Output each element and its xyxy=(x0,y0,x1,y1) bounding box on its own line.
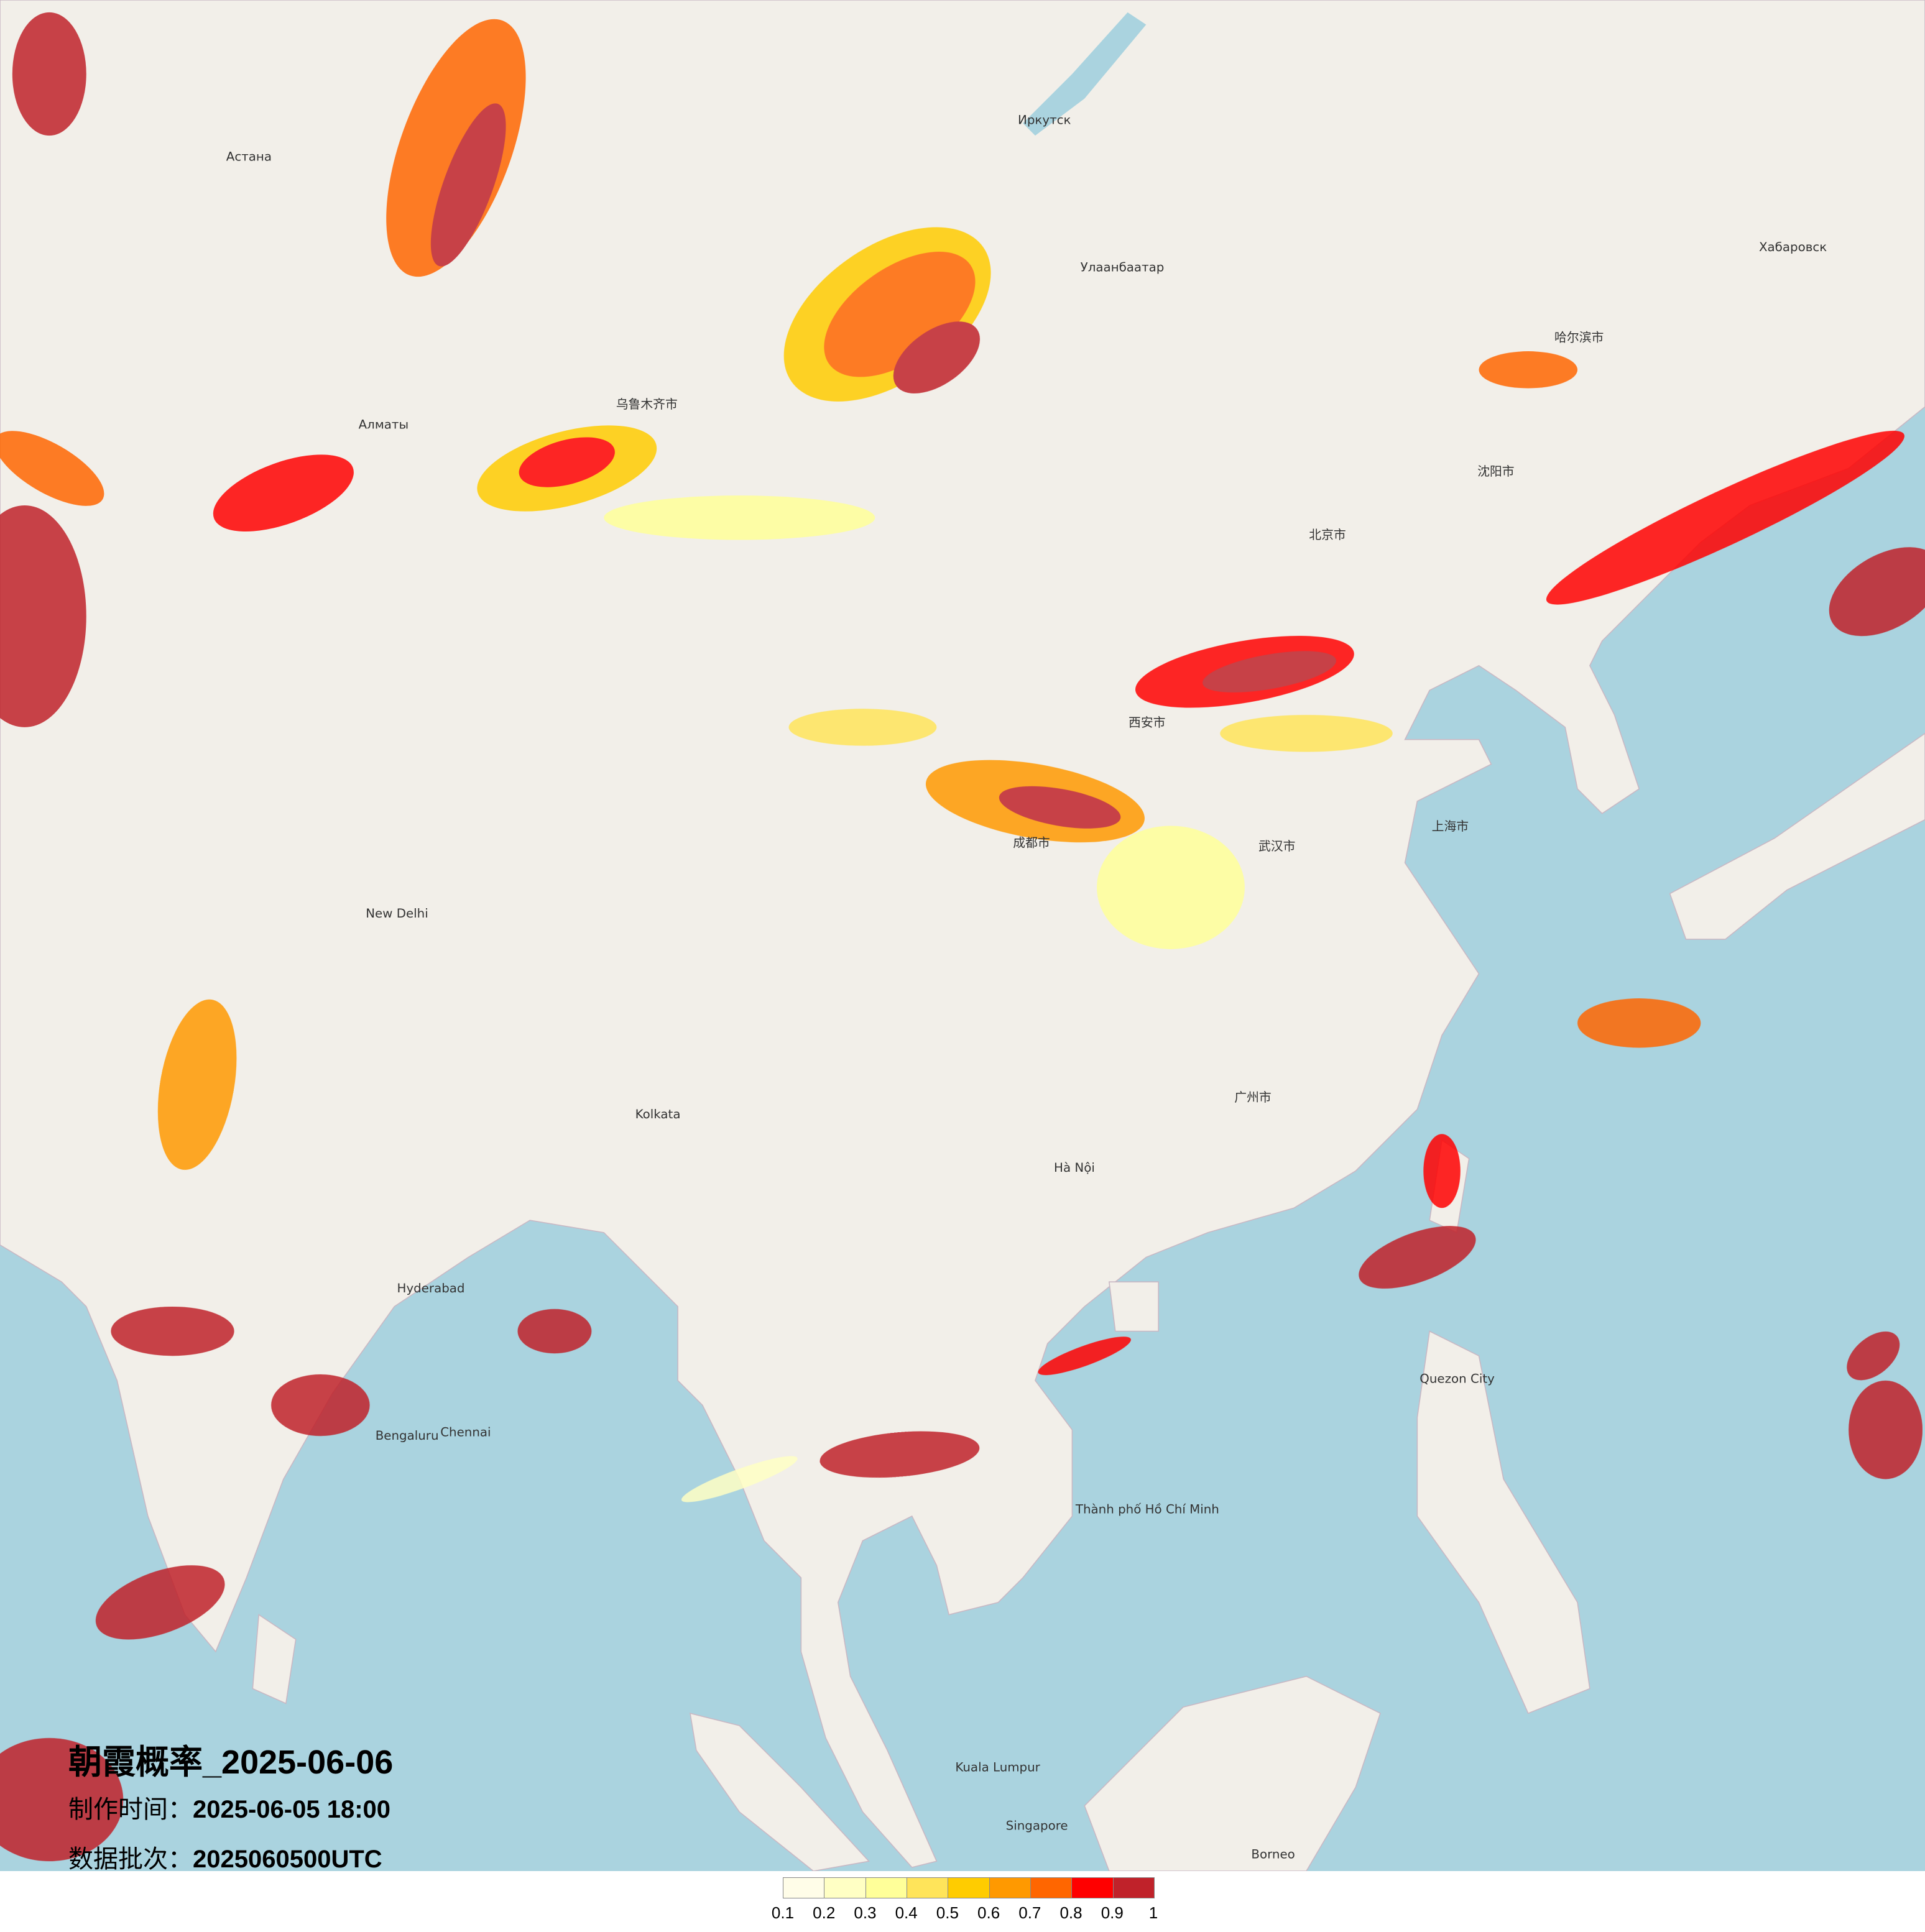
place-label: Borneo xyxy=(1251,1847,1295,1861)
probability-region xyxy=(517,1309,592,1354)
probability-region xyxy=(1203,651,1337,692)
probability-region xyxy=(12,12,86,136)
place-label: Thành phố Hồ Chí Minh xyxy=(1075,1502,1219,1517)
probability-region xyxy=(111,1306,234,1356)
legend-label: 0.5 xyxy=(936,1903,959,1922)
legend-labels: 0.1 0.2 0.3 0.4 0.5 0.6 0.7 0.8 0.9 1 xyxy=(771,1903,1169,1928)
place-label: Singapore xyxy=(1006,1819,1068,1833)
philippines xyxy=(1416,1330,1590,1714)
legend-label: 0.6 xyxy=(977,1903,1000,1922)
probability-region xyxy=(1849,1380,1923,1479)
legend-label: 0.7 xyxy=(1018,1903,1041,1922)
legend-label: 0.1 xyxy=(771,1903,795,1922)
place-label: New Delhi xyxy=(366,906,428,921)
probability-region xyxy=(157,999,237,1171)
legend-swatch xyxy=(1072,1878,1114,1898)
place-label: Иркутск xyxy=(1018,113,1071,127)
place-label: 沈阳市 xyxy=(1477,464,1514,479)
probability-region xyxy=(213,454,354,532)
probability-region xyxy=(999,786,1121,829)
probability-region xyxy=(824,251,976,377)
probability-region xyxy=(1359,1226,1476,1289)
map-title: 朝霞概率_2025-06-06 xyxy=(68,1744,394,1781)
sumatra xyxy=(689,1713,870,1871)
probability-region xyxy=(95,1565,225,1640)
production-time-label: 制作时间： xyxy=(68,1796,193,1823)
legend-swatch xyxy=(824,1878,866,1898)
legend-label: 0.4 xyxy=(895,1903,918,1922)
place-label: Kuala Lumpur xyxy=(955,1760,1040,1774)
data-batch-label: 数据批次： xyxy=(68,1846,193,1873)
place-label: 哈尔滨市 xyxy=(1554,330,1604,344)
probability-region xyxy=(1546,431,1904,605)
place-label: 西安市 xyxy=(1129,715,1165,730)
legend-swatch xyxy=(948,1878,990,1898)
probability-region xyxy=(271,1374,370,1437)
place-label: Улаанбаатар xyxy=(1081,260,1165,274)
legend-swatch xyxy=(1113,1878,1154,1898)
borneo xyxy=(1084,1675,1381,1871)
place-label: Chennai xyxy=(440,1425,491,1440)
probability-region xyxy=(1220,715,1393,752)
production-time-value: 2025-06-05 18:00 xyxy=(193,1796,391,1823)
legend-label: 1 xyxy=(1148,1903,1158,1922)
legend-label: 0.8 xyxy=(1059,1903,1083,1922)
data-batch-value: 2025060500UTC xyxy=(193,1846,382,1873)
sri-lanka xyxy=(252,1614,297,1704)
probability-overlay xyxy=(0,12,1925,1862)
color-legend xyxy=(783,1877,1155,1898)
production-time: 制作时间：2025-06-05 18:00 xyxy=(68,1789,390,1825)
legend-label: 0.9 xyxy=(1101,1903,1124,1922)
lake-baikal xyxy=(1023,12,1147,136)
place-label: 上海市 xyxy=(1432,819,1469,834)
probability-region xyxy=(1847,1331,1900,1381)
legend-swatch xyxy=(1030,1878,1073,1898)
mainland-asia xyxy=(0,0,1925,1868)
place-label: 成都市 xyxy=(1013,836,1050,850)
place-label: 广州市 xyxy=(1234,1090,1271,1105)
legend-swatch xyxy=(783,1878,825,1898)
probability-region xyxy=(819,1431,980,1478)
probability-region xyxy=(0,1737,124,1862)
probability-region xyxy=(893,321,980,393)
place-label: Хабаровск xyxy=(1759,240,1827,254)
probability-region xyxy=(0,505,86,727)
probability-region xyxy=(1479,351,1578,389)
probability-region xyxy=(1038,1336,1131,1376)
place-label: Bengaluru xyxy=(376,1428,439,1443)
probability-region xyxy=(604,495,875,540)
probability-region xyxy=(386,19,526,277)
data-batch: 数据批次：2025060500UTC xyxy=(68,1839,382,1875)
place-label: Kolkata xyxy=(635,1107,681,1121)
place-label: 武汉市 xyxy=(1258,839,1295,853)
place-labels: Улаанбаатар Иркутск Алматы Астана New Delhi K… xyxy=(226,113,1827,1861)
probability-region xyxy=(1829,547,1925,637)
probability-region xyxy=(519,437,615,487)
place-label: Quezon City xyxy=(1420,1372,1495,1386)
japan xyxy=(1669,732,1925,940)
place-label: Астана xyxy=(226,150,272,164)
probability-region xyxy=(1423,1134,1461,1208)
probability-region xyxy=(1577,998,1701,1048)
probability-region xyxy=(1097,826,1245,949)
sunrise-glow-probability-map[interactable]: Улаанбаатар Иркутск Алматы Астана New Delhi K… xyxy=(0,0,1925,1871)
probability-region xyxy=(0,431,104,506)
legend-label: 0.3 xyxy=(854,1903,877,1922)
legend-swatch xyxy=(866,1878,907,1898)
probability-region xyxy=(430,103,506,267)
legend-swatch xyxy=(907,1878,949,1898)
place-label: Hyderabad xyxy=(397,1281,465,1295)
hainan xyxy=(1108,1281,1159,1332)
place-label: Алматы xyxy=(359,417,409,431)
probability-region xyxy=(681,1456,798,1502)
place-label: 乌鲁木齐市 xyxy=(616,397,678,412)
place-label: 北京市 xyxy=(1309,528,1346,542)
legend-swatch xyxy=(989,1878,1031,1898)
legend-label: 0.2 xyxy=(813,1903,836,1922)
probability-region xyxy=(788,709,937,746)
place-label: Hà Nội xyxy=(1054,1161,1095,1175)
